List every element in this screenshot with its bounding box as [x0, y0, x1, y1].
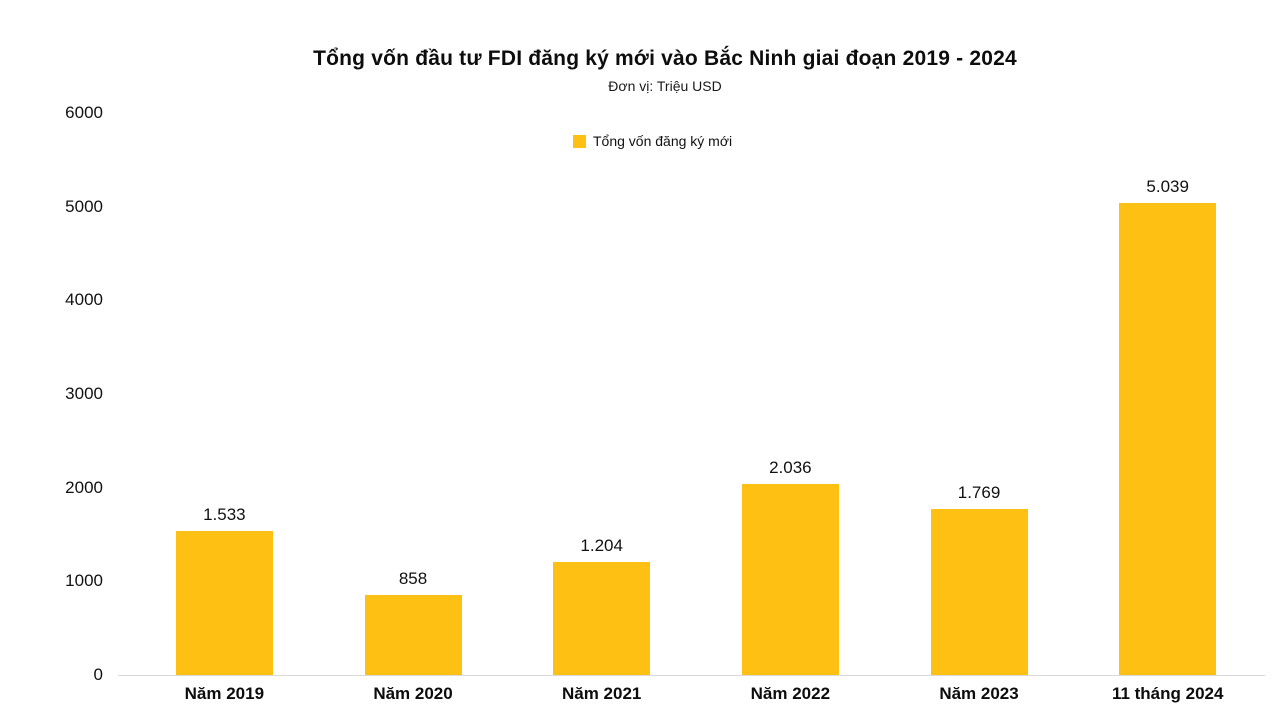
bar [175, 531, 273, 675]
bar-value-label: 858 [398, 568, 428, 588]
legend-swatch-icon [573, 134, 586, 148]
bar-value-label: 5.039 [1146, 177, 1189, 196]
x-axis-label: Năm 2020 [373, 684, 453, 703]
x-axis-line [118, 675, 1265, 676]
plot-area: 1.533 858 1.204 2.036 1.769 5.039 [130, 113, 1262, 675]
bar-column: 1.769 [885, 113, 1074, 675]
y-axis: 0 1000 2000 3000 4000 5000 6000 [0, 0, 103, 720]
y-axis-tick-label: 1000 [65, 571, 103, 591]
bar-column: 2.036 [696, 113, 885, 675]
y-axis-tick-label: 0 [93, 665, 103, 684]
y-axis-tick-label: 4000 [65, 290, 103, 310]
bar-column: 1.533 [130, 113, 319, 675]
y-axis-tick-label: 2000 [65, 477, 103, 497]
bar [1119, 203, 1217, 675]
bar [364, 594, 462, 675]
chart-title: Tổng vốn đầu tư FDI đăng ký mới vào Bắc … [313, 47, 1017, 70]
bar-value-label: 2.036 [769, 458, 812, 478]
legend-label: Tổng vốn đăng ký mới [593, 133, 733, 149]
x-axis-label: Năm 2023 [939, 684, 1019, 703]
y-axis-tick-label: 3000 [65, 384, 103, 403]
bar-value-label: 1.204 [580, 536, 623, 556]
x-axis-labels: Năm 2019 Năm 2020 Năm 2021 Năm 2022 Năm 2023… [130, 684, 1262, 704]
x-axis-label: 11 tháng 2024 [1111, 684, 1224, 703]
x-axis-label: Năm 2021 [561, 684, 642, 703]
y-axis-tick-label: 6000 [65, 103, 103, 122]
bar-column: 1.204 [507, 113, 696, 675]
bar-column: 5.039 [1073, 113, 1262, 675]
bar [741, 484, 839, 675]
x-axis-label: Năm 2022 [750, 684, 831, 703]
legend: Tổng vốn đăng ký mới [573, 133, 732, 149]
bar-column: 858 [319, 113, 508, 675]
bar [553, 562, 651, 675]
y-axis-tick-label: 5000 [65, 196, 103, 216]
chart-subtitle: Đơn vị: Triệu USD [608, 78, 722, 94]
bar [930, 509, 1028, 675]
x-axis-label: Năm 2019 [184, 684, 265, 703]
bar-value-label: 1.769 [957, 483, 1001, 503]
bar-value-label: 1.533 [203, 505, 246, 525]
